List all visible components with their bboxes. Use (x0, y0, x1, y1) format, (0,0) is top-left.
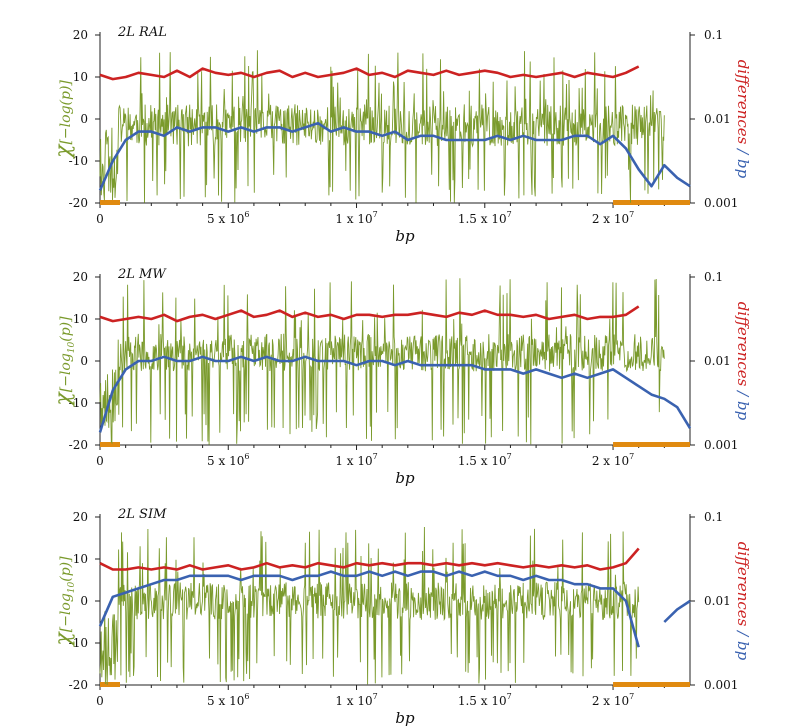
x-tick-label: 0 (96, 454, 104, 468)
x-tick-label: 1.5 x 107 (458, 692, 512, 708)
x-tick-label: 2 x 107 (592, 692, 634, 708)
svg-text:differences / bp: differences / bp (734, 302, 752, 421)
x-tick-label: 0 (96, 212, 104, 226)
x-tick-label: 2 x 107 (592, 210, 634, 226)
region-bar-start (100, 682, 120, 687)
x-axis-label: bp (395, 469, 415, 487)
right-tick-label: 0.1 (704, 510, 723, 524)
right-tick-label: 0.001 (704, 438, 738, 452)
panel-title: 2L SIM (117, 507, 167, 522)
blue-differences-line (98, 121, 691, 191)
left-tick-label: -10 (69, 396, 88, 410)
x-tick-label: 1.5 x 107 (458, 210, 512, 226)
panel-title: 2L MW (117, 267, 167, 282)
x-axis-label: bp (395, 227, 415, 245)
svg-text:χ[−log10(p)]: χ[−log10(p)] (51, 556, 77, 648)
region-bar-end (613, 200, 690, 205)
left-axis-label: χ[−log10(p)] (51, 556, 77, 648)
blue-differences-line (98, 355, 692, 433)
x-tick-label: 5 x 106 (207, 452, 249, 468)
left-axis-label: χ[−log(p)] (51, 80, 76, 160)
region-bar-end (613, 442, 690, 447)
x-tick-label: 1 x 107 (335, 452, 377, 468)
x-tick-label: 2 x 107 (592, 452, 634, 468)
x-tick-label: 5 x 106 (207, 692, 249, 708)
right-axis-label: differences / bp (734, 60, 752, 179)
right-tick-label: 0.001 (704, 678, 738, 692)
left-axis-label: χ[−log10(p)] (51, 316, 77, 408)
left-tick-label: -10 (69, 636, 88, 650)
red-differences-line (99, 547, 640, 571)
svg-text:differences / bp: differences / bp (734, 60, 752, 179)
left-tick-label: 10 (73, 312, 88, 326)
chi-series-line (99, 526, 640, 685)
right-axis-label: differences / bp (734, 302, 752, 421)
left-tick-label: 10 (73, 552, 88, 566)
left-tick-label: -20 (69, 196, 88, 210)
right-tick-label: 0.01 (704, 354, 731, 368)
right-tick-label: 0.01 (704, 594, 731, 608)
left-tick-label: 20 (73, 270, 88, 284)
region-bar-start (100, 442, 120, 447)
chi-series-line (99, 50, 665, 203)
left-tick-label: 0 (80, 594, 88, 608)
region-bar-end (613, 682, 690, 687)
chart-panel-2: 20 10 0 -10 -20 0.1 0.01 0.001 0 5 x 106 1 x 107 1.… (51, 267, 752, 487)
x-tick-label: 1 x 107 (335, 692, 377, 708)
x-tick-label: 5 x 106 (207, 210, 249, 226)
left-tick-label: -20 (69, 678, 88, 692)
right-axis-label: differences / bp (734, 542, 752, 661)
chart-panel-3: 20 10 0 -10 -20 0.1 0.01 0.001 0 5 x 106 1 x 107 1.… (51, 507, 752, 727)
svg-text:χ[−log10(p)]: χ[−log10(p)] (51, 316, 77, 408)
region-bar-start (100, 200, 120, 205)
blue-differences-line (98, 570, 691, 648)
right-tick-label: 0.1 (704, 28, 723, 42)
left-tick-label: 20 (73, 510, 88, 524)
right-tick-label: 0.1 (704, 270, 723, 284)
x-axis-label: bp (395, 709, 415, 727)
left-tick-label: 10 (73, 70, 88, 84)
panel-title: 2L RAL (117, 25, 167, 40)
x-tick-label: 0 (96, 694, 104, 708)
right-tick-label: 0.001 (704, 196, 738, 210)
chart-panel-1: 20 10 0 -10 -20 0.1 0.01 0.001 0 5 x 106 1 x 107 1.… (51, 25, 752, 245)
red-differences-line (100, 67, 664, 80)
left-tick-label: 0 (80, 112, 88, 126)
right-tick-label: 0.01 (704, 112, 731, 126)
x-tick-label: 1.5 x 107 (458, 452, 512, 468)
x-tick-label: 1 x 107 (335, 210, 377, 226)
left-tick-label: -20 (69, 438, 88, 452)
svg-text:χ[−log(p)]: χ[−log(p)] (51, 80, 76, 160)
left-tick-label: 20 (73, 28, 88, 42)
left-tick-label: 0 (80, 354, 88, 368)
svg-text:differences / bp: differences / bp (734, 542, 752, 661)
left-tick-label: -10 (69, 154, 88, 168)
